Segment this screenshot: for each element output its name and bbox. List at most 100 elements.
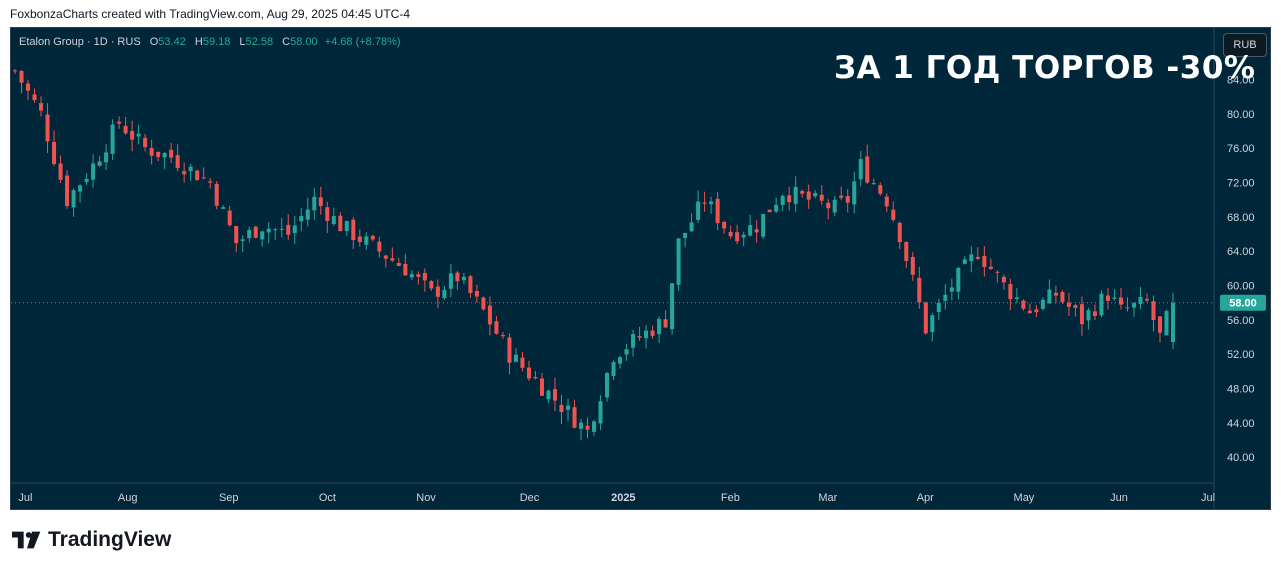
tradingview-wordmark: TradingView bbox=[48, 528, 172, 551]
candle-body bbox=[793, 186, 798, 204]
candle-body bbox=[1151, 301, 1156, 321]
candle-body bbox=[1073, 305, 1078, 308]
candle-body bbox=[1034, 309, 1039, 313]
candle-body bbox=[936, 302, 941, 312]
x-tick-label: Jul bbox=[1201, 492, 1215, 504]
open-label: O bbox=[149, 36, 159, 48]
candle-body bbox=[182, 171, 187, 175]
symbol-label[interactable]: Etalon Group · 1D · RUS bbox=[19, 36, 141, 48]
low-value: 52.58 bbox=[245, 36, 274, 48]
candle-body bbox=[1157, 316, 1163, 333]
candle-body bbox=[344, 221, 349, 231]
candle-body bbox=[910, 257, 915, 275]
y-tick-label: 40.00 bbox=[1227, 452, 1255, 464]
x-tick-label: Sep bbox=[219, 492, 239, 504]
candle-body bbox=[357, 236, 362, 243]
chart-area[interactable]: 84.00 80.00 76.00 72.00 68.00 64.00 60.00 56.00… bbox=[10, 27, 1271, 510]
candle-body bbox=[312, 196, 317, 211]
candle-body bbox=[227, 210, 232, 226]
candle-body bbox=[683, 232, 688, 238]
candle-body bbox=[520, 357, 525, 368]
candle-body bbox=[188, 166, 193, 172]
candle-body bbox=[526, 367, 531, 379]
candle-body bbox=[845, 196, 850, 203]
candle-body bbox=[767, 209, 772, 213]
candle-body bbox=[572, 407, 577, 428]
candle-body bbox=[435, 286, 440, 297]
candle-body bbox=[871, 183, 876, 185]
candle-body bbox=[266, 228, 271, 233]
candle-body bbox=[416, 274, 421, 277]
candle-body bbox=[949, 287, 954, 292]
candle-body bbox=[149, 148, 154, 156]
candle-body bbox=[247, 229, 252, 239]
candle-body bbox=[552, 389, 557, 401]
y-tick-label: 44.00 bbox=[1227, 418, 1255, 430]
candle-body bbox=[891, 209, 896, 220]
candle-body bbox=[13, 70, 18, 72]
candle-body bbox=[500, 335, 505, 337]
candle-body bbox=[917, 277, 922, 303]
candle-body bbox=[546, 390, 551, 400]
y-tick-label: 76.00 bbox=[1227, 143, 1255, 155]
candle-body bbox=[592, 421, 597, 432]
candle-body bbox=[383, 255, 388, 259]
candle-body bbox=[539, 378, 544, 396]
candle-body bbox=[84, 178, 89, 183]
change-value: +4.68 (+8.78%) bbox=[324, 36, 401, 48]
candle-body bbox=[637, 336, 642, 338]
y-tick-label: 68.00 bbox=[1227, 212, 1255, 224]
candle-body bbox=[565, 405, 571, 410]
y-tick-label: 60.00 bbox=[1227, 281, 1255, 293]
candle-body bbox=[1047, 289, 1052, 304]
candle-body bbox=[611, 362, 616, 377]
candle-body bbox=[722, 221, 727, 229]
candle-body bbox=[221, 207, 226, 209]
candle-body bbox=[175, 155, 180, 169]
candlestick-chart[interactable]: 84.00 80.00 76.00 72.00 68.00 64.00 60.00 56.00… bbox=[11, 28, 1271, 510]
candle-body bbox=[1021, 300, 1026, 309]
candle-body bbox=[578, 422, 584, 429]
candle-body bbox=[455, 272, 460, 282]
candle-body bbox=[780, 195, 785, 206]
candle-body bbox=[923, 302, 928, 334]
candle-body bbox=[904, 242, 909, 261]
candle-body bbox=[676, 238, 681, 285]
candle-body bbox=[559, 404, 564, 413]
open-value: 53.42 bbox=[158, 36, 186, 48]
candle-body bbox=[852, 181, 857, 205]
x-tick-label: Aug bbox=[118, 492, 138, 504]
low-label: L bbox=[239, 36, 246, 48]
candle-body bbox=[97, 161, 102, 166]
candle-body bbox=[969, 254, 974, 262]
candle-body bbox=[351, 219, 356, 241]
candle-body bbox=[657, 318, 662, 335]
candle-body bbox=[364, 236, 369, 245]
candle-body bbox=[741, 234, 746, 238]
candle-body bbox=[422, 273, 427, 281]
x-tick-label: Oct bbox=[319, 492, 336, 504]
chart-headline: ЗА 1 ГОД ТОРГОВ -30% bbox=[834, 50, 1256, 86]
x-tick-label: Mar bbox=[818, 492, 837, 504]
last-price-label: 58.00 bbox=[1229, 298, 1257, 310]
candle-body bbox=[1171, 302, 1176, 343]
candle-body bbox=[858, 159, 863, 180]
candle-body bbox=[409, 274, 414, 278]
candle-body bbox=[403, 263, 408, 276]
currency-button[interactable]: RUB bbox=[1223, 33, 1267, 57]
y-tick-label: 80.00 bbox=[1227, 109, 1255, 121]
candle-body bbox=[650, 330, 655, 336]
candle-body bbox=[644, 330, 649, 339]
candle-body bbox=[110, 124, 115, 154]
tradingview-logo[interactable]: TradingView bbox=[12, 528, 171, 552]
candle-body bbox=[1105, 295, 1110, 301]
x-tick-label: Jun bbox=[1110, 492, 1128, 504]
candle-body bbox=[370, 235, 375, 240]
candle-body bbox=[533, 377, 538, 379]
candle-body bbox=[143, 137, 148, 148]
candle-body bbox=[390, 258, 395, 261]
y-tick-label: 52.00 bbox=[1227, 349, 1255, 361]
candle-body bbox=[448, 273, 453, 289]
candle-body bbox=[260, 231, 265, 240]
candle-body bbox=[787, 195, 792, 203]
